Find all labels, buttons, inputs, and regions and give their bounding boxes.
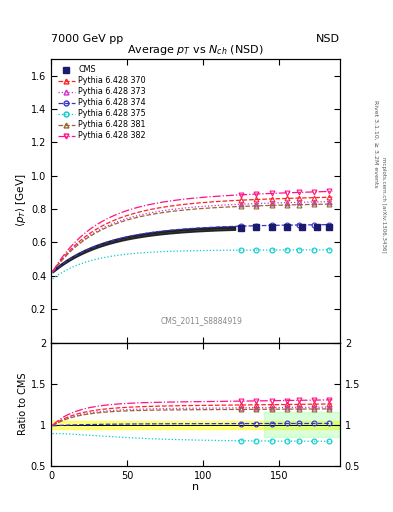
Text: CMS_2011_S8884919: CMS_2011_S8884919 <box>160 316 242 326</box>
Y-axis label: Ratio to CMS: Ratio to CMS <box>18 373 28 436</box>
Text: mcplots.cern.ch [arXiv:1306.3436]: mcplots.cern.ch [arXiv:1306.3436] <box>381 157 386 252</box>
Text: NSD: NSD <box>316 33 340 44</box>
Text: 7000 GeV pp: 7000 GeV pp <box>51 33 123 44</box>
Text: Rivet 3.1.10, ≥ 3.2M events: Rivet 3.1.10, ≥ 3.2M events <box>373 99 378 187</box>
Y-axis label: $\langle p_T \rangle$ [GeV]: $\langle p_T \rangle$ [GeV] <box>14 174 28 227</box>
Title: Average $p_T$ vs $N_{ch}$ (NSD): Average $p_T$ vs $N_{ch}$ (NSD) <box>127 44 264 57</box>
Legend: CMS, Pythia 6.428 370, Pythia 6.428 373, Pythia 6.428 374, Pythia 6.428 375, Pyt: CMS, Pythia 6.428 370, Pythia 6.428 373,… <box>55 63 149 143</box>
X-axis label: n: n <box>192 482 199 492</box>
